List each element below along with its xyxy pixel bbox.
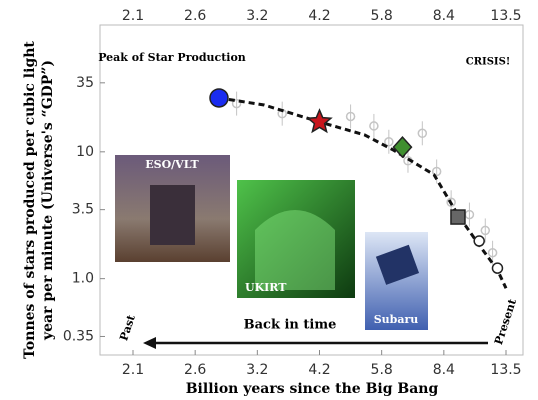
point: [393, 137, 411, 157]
x-tick-label: 2.6: [184, 362, 206, 378]
x-tick-label: 5.8: [371, 362, 393, 378]
photo-label: Subaru: [374, 313, 419, 326]
y-axis-label-line: Tonnes of stars produced per cubic light: [22, 41, 38, 359]
x-tick-label: 8.4: [433, 362, 455, 378]
point: [492, 263, 502, 273]
x-axis-label: Billion years since the Big Bang: [186, 381, 439, 397]
x-tick-label-top: 5.8: [371, 8, 393, 24]
photo-detail: [255, 210, 335, 290]
photos: [100, 83, 506, 355]
x-tick-label: 3.2: [246, 362, 268, 378]
x-tick-label-top: 13.5: [490, 8, 521, 24]
point: [308, 110, 331, 132]
x-tick-label: 13.5: [490, 362, 521, 378]
arrow-head: [143, 337, 156, 349]
annotation: Present: [492, 296, 519, 346]
y-tick-label: 3.5: [72, 202, 94, 218]
x-tick-label-top: 4.2: [308, 8, 330, 24]
annotation: CRISIS!: [466, 57, 510, 68]
photo-label: ESO/VLT: [145, 158, 199, 171]
point: [451, 210, 465, 224]
x-tick-label-top: 8.4: [433, 8, 455, 24]
x-tick-label: 4.2: [308, 362, 330, 378]
chart: ESO/VLT UKIRT Subaru Peak of Star Produc…: [0, 0, 538, 400]
annotation: Peak of Star Production: [98, 51, 246, 64]
annotation: Past: [117, 312, 138, 342]
x-tick-label-top: 2.1: [122, 8, 144, 24]
photo-label: UKIRT: [245, 281, 287, 294]
photo-detail: [150, 185, 195, 245]
y-axis-label: Tonnes of stars produced per cubic light…: [22, 41, 56, 359]
y-tick-label: 0.35: [63, 328, 94, 344]
y-axis-label-line: year per minute (Universe's “GDP”): [40, 60, 56, 341]
x-tick-label-top: 3.2: [246, 8, 268, 24]
x-tick-label: 2.1: [122, 362, 144, 378]
y-tick-label: 35: [76, 75, 94, 91]
y-tick-label: 10: [76, 144, 94, 160]
annotation: Back in time: [244, 318, 337, 333]
y-tick-label: 1.0: [72, 271, 94, 287]
point: [474, 236, 484, 246]
x-tick-label-top: 2.6: [184, 8, 206, 24]
point: [210, 89, 228, 107]
